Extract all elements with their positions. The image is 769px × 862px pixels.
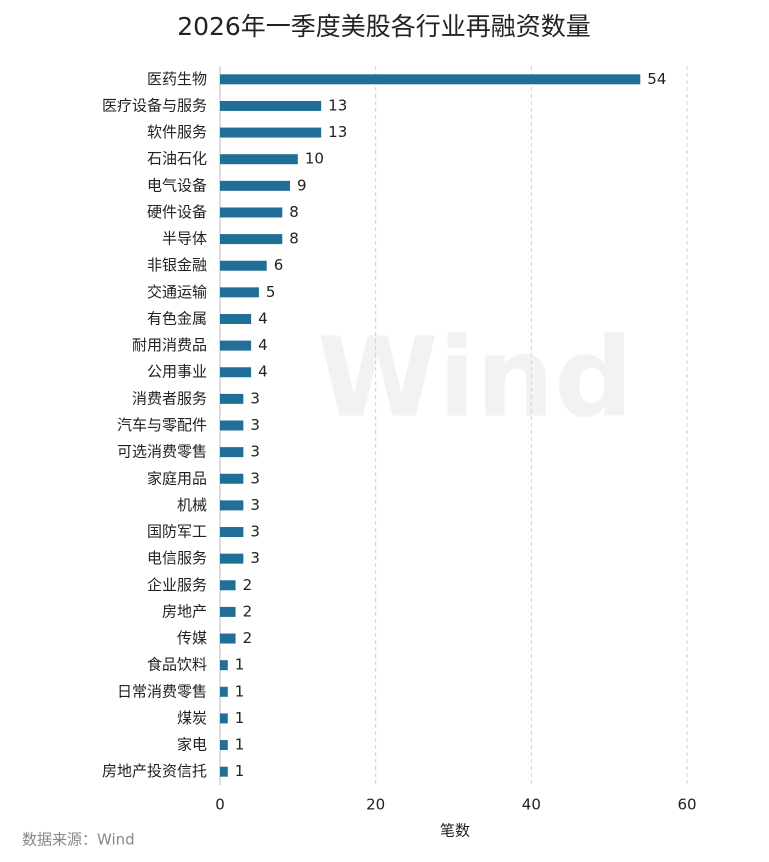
data-label: 4 (258, 336, 268, 354)
y-tick-label: 有色金属 (147, 309, 207, 327)
bar (220, 154, 298, 165)
y-tick-label: 交通运输 (147, 283, 207, 301)
y-tick-label: 传媒 (177, 629, 207, 647)
y-tick-label: 耐用消费品 (132, 336, 207, 354)
bar (220, 713, 228, 724)
bar (220, 420, 244, 431)
y-tick-label: 半导体 (162, 230, 207, 248)
y-tick-label: 食品饮料 (147, 656, 207, 674)
y-tick-label: 煤炭 (177, 709, 207, 727)
data-label: 3 (250, 443, 260, 461)
data-label: 1 (235, 709, 245, 727)
data-label: 1 (235, 736, 245, 754)
data-label: 1 (235, 682, 245, 700)
y-tick-label: 公用事业 (147, 363, 207, 381)
bar (220, 340, 252, 351)
x-tick-label: 0 (215, 796, 225, 814)
bar (220, 740, 228, 751)
y-tick-label: 企业服务 (147, 576, 207, 594)
data-label: 13 (328, 96, 347, 114)
data-label: 4 (258, 363, 268, 381)
data-label: 54 (647, 70, 666, 88)
y-tick-label: 医药生物 (147, 70, 207, 88)
bar (220, 553, 244, 564)
y-tick-label: 硬件设备 (147, 203, 207, 221)
y-tick-label: 房地产 (162, 602, 207, 620)
data-label: 3 (250, 469, 260, 487)
x-tick-label: 60 (677, 796, 696, 814)
bar (220, 660, 228, 671)
bar (220, 500, 244, 511)
data-label: 5 (266, 283, 276, 301)
data-label: 13 (328, 123, 347, 141)
data-label: 2 (243, 629, 253, 647)
y-tick-label: 医疗设备与服务 (102, 96, 207, 114)
x-tick-label: 40 (522, 796, 541, 814)
data-label: 8 (289, 230, 299, 248)
data-label: 1 (235, 762, 245, 780)
y-tick-label: 非银金融 (147, 256, 207, 274)
y-tick-label: 石油石化 (147, 150, 207, 168)
y-tick-label: 房地产投资信托 (102, 762, 207, 780)
bar (220, 260, 267, 271)
x-axis-label: 笔数 (440, 822, 470, 840)
data-label: 2 (243, 602, 253, 620)
bar (220, 766, 228, 777)
watermark: Wind (317, 313, 633, 441)
data-label: 4 (258, 309, 268, 327)
data-label: 9 (297, 176, 307, 194)
data-label: 3 (250, 496, 260, 514)
bar (220, 287, 259, 298)
y-tick-label: 汽车与零配件 (117, 416, 207, 434)
y-tick-label: 日常消费零售 (117, 682, 207, 700)
bar (220, 580, 236, 591)
data-label: 3 (250, 416, 260, 434)
y-tick-label: 家电 (177, 736, 207, 754)
bar (220, 100, 322, 111)
bar (220, 180, 291, 191)
chart-title: 2026年一季度美股各行业再融资数量 (177, 12, 591, 41)
data-label: 8 (289, 203, 299, 221)
bar (220, 447, 244, 458)
y-tick-label: 家庭用品 (147, 469, 207, 487)
y-tick-label: 软件服务 (147, 123, 207, 141)
bar (220, 207, 283, 218)
data-label: 3 (250, 549, 260, 567)
bar (220, 527, 244, 538)
y-tick-label: 国防军工 (147, 523, 207, 541)
data-label: 10 (305, 150, 324, 168)
y-tick-label: 电信服务 (147, 549, 207, 567)
bar (220, 606, 236, 617)
bar (220, 633, 236, 644)
data-label: 6 (274, 256, 284, 274)
data-label: 1 (235, 656, 245, 674)
x-tick-label: 20 (366, 796, 385, 814)
bar (220, 473, 244, 484)
y-tick-label: 电气设备 (147, 176, 207, 194)
bar (220, 367, 252, 378)
bar (220, 393, 244, 404)
bar (220, 313, 252, 324)
source-note: 数据来源：Wind (22, 831, 135, 849)
bar (220, 74, 641, 85)
y-tick-label: 可选消费零售 (117, 443, 207, 461)
data-label: 2 (243, 576, 253, 594)
bar (220, 127, 322, 138)
bar (220, 234, 283, 245)
y-tick-label: 机械 (177, 496, 207, 514)
data-label: 3 (250, 389, 260, 407)
y-tick-label: 消费者服务 (132, 389, 207, 407)
bar (220, 686, 228, 697)
data-label: 3 (250, 523, 260, 541)
